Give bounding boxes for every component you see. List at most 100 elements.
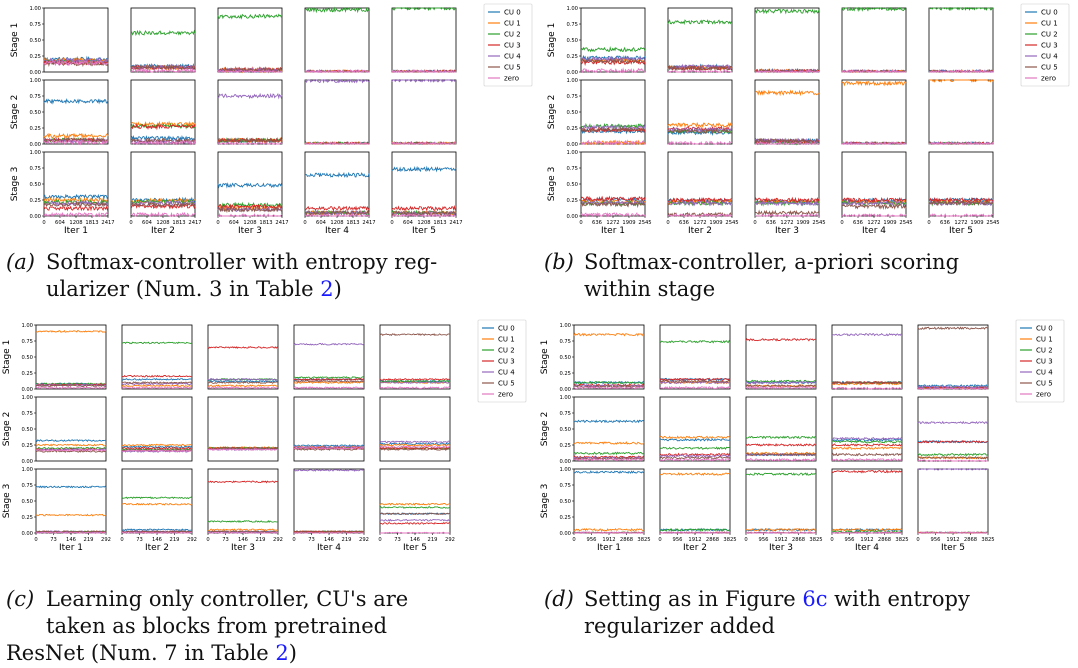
row-label: Stage 2 <box>2 412 12 447</box>
x-tick-label: 73 <box>308 537 315 543</box>
series-line <box>745 385 817 390</box>
x-tick-label: 219 <box>342 537 352 543</box>
x-tick-label: 73 <box>136 537 143 543</box>
panel-frame <box>293 396 365 462</box>
x-tick-label: 0 <box>206 537 209 543</box>
series-line <box>43 193 109 201</box>
legend-entry: CU 2 <box>504 31 521 39</box>
series-line <box>667 200 733 207</box>
x-tick-label: 1272 <box>780 220 793 226</box>
series-line <box>660 438 731 442</box>
series-line <box>121 496 193 500</box>
panel <box>293 324 365 390</box>
series-line <box>831 527 903 532</box>
col-label: Iter 4 <box>317 543 341 553</box>
panel: 0.00 0.25 0.50 0.75 1.00 0 604 1208 1813 2417 Iter… <box>29 150 114 236</box>
legend-entry: CU 4 <box>1036 369 1053 377</box>
series-line <box>293 468 365 472</box>
x-tick-label: 636 <box>679 220 689 226</box>
y-tick-label: 1.00 <box>559 467 571 473</box>
legend-entry: CU 4 <box>504 53 521 61</box>
series-line <box>130 137 196 145</box>
series-line <box>917 468 989 471</box>
x-tick-label: 3825 <box>637 537 650 543</box>
series-line <box>130 139 196 146</box>
panel <box>754 79 820 146</box>
y-tick-label: 0.50 <box>21 355 33 361</box>
legend-entry: CU 5 <box>504 64 521 72</box>
x-tick-label: 0 <box>292 537 295 543</box>
legend-entry: CU 1 <box>504 20 521 28</box>
series-line <box>379 443 451 447</box>
panel: 0 604 1208 1813 2417 Iter 3 <box>216 151 289 236</box>
x-tick-label: 146 <box>152 537 162 543</box>
x-tick-label: 2868 <box>878 537 891 543</box>
x-tick-label: 956 <box>587 537 597 543</box>
panel: 0 604 1208 1813 2417 Iter 5 <box>390 151 463 236</box>
series-line <box>745 443 817 447</box>
series-line <box>667 126 733 134</box>
panel: 0 636 1272 1909 2545 Iter 2 <box>666 151 739 236</box>
y-tick-label: 0.75 <box>29 94 41 100</box>
panel: 0 956 1912 2868 3825 Iter 4 <box>830 468 909 553</box>
series-line <box>293 376 365 379</box>
y-tick-label: 0.25 <box>29 198 41 204</box>
series-line <box>121 386 193 390</box>
panel <box>217 7 283 74</box>
legend-frame <box>1015 319 1065 403</box>
x-tick-label: 3825 <box>723 537 736 543</box>
legend-frame <box>483 3 533 87</box>
series-line <box>121 381 193 385</box>
series-line <box>573 470 645 474</box>
x-tick-label: 1909 <box>709 220 722 226</box>
x-tick-label: 2417 <box>362 220 375 226</box>
series-line <box>841 200 907 207</box>
row-label: Stage 1 <box>540 340 550 375</box>
panel-frame <box>304 79 370 145</box>
series-line <box>831 386 903 390</box>
legend-entry: CU 0 <box>1041 9 1058 17</box>
x-tick-label: 2545 <box>899 220 912 226</box>
series-line <box>121 528 193 532</box>
series-line <box>304 69 369 74</box>
panel <box>121 396 193 462</box>
series-line <box>207 447 279 451</box>
series-line <box>35 485 107 489</box>
panel <box>121 324 193 390</box>
x-tick-label: 1813 <box>433 220 446 226</box>
x-tick-label: 0 <box>927 220 930 226</box>
series-line <box>43 59 109 67</box>
x-tick-label: 1208 <box>243 220 256 226</box>
series-line <box>573 441 645 445</box>
x-tick-label: 1272 <box>867 220 880 226</box>
panel <box>831 324 903 390</box>
series-line <box>130 200 196 207</box>
series-line <box>668 140 733 146</box>
series-line <box>35 329 107 333</box>
series-line <box>121 384 193 388</box>
y-tick-label: 0.00 <box>21 531 33 537</box>
x-tick-label: 146 <box>66 537 76 543</box>
col-label: Iter 1 <box>59 543 83 553</box>
caption-line: Learning only controller, CU's are <box>46 587 409 611</box>
series-line <box>207 530 279 534</box>
series-line <box>573 451 645 456</box>
series-line <box>35 531 106 534</box>
col-label: Iter 4 <box>325 226 349 236</box>
caption-label: (c) <box>6 587 35 611</box>
row-label: Stage 3 <box>540 484 550 519</box>
panel: 0.00 0.25 0.50 0.75 1.00 <box>29 78 109 148</box>
x-tick-label: 0 <box>658 537 661 543</box>
x-tick-label: 0 <box>129 220 132 226</box>
x-tick-label: 604 <box>142 220 153 226</box>
panel <box>928 6 994 74</box>
series-line <box>573 455 645 460</box>
series-line <box>130 64 196 71</box>
panel-frame <box>667 151 733 217</box>
series-line <box>379 377 451 381</box>
panel <box>917 396 989 462</box>
series-line <box>917 385 989 390</box>
y-tick-label: 0.75 <box>559 483 571 489</box>
series-line <box>754 196 820 204</box>
